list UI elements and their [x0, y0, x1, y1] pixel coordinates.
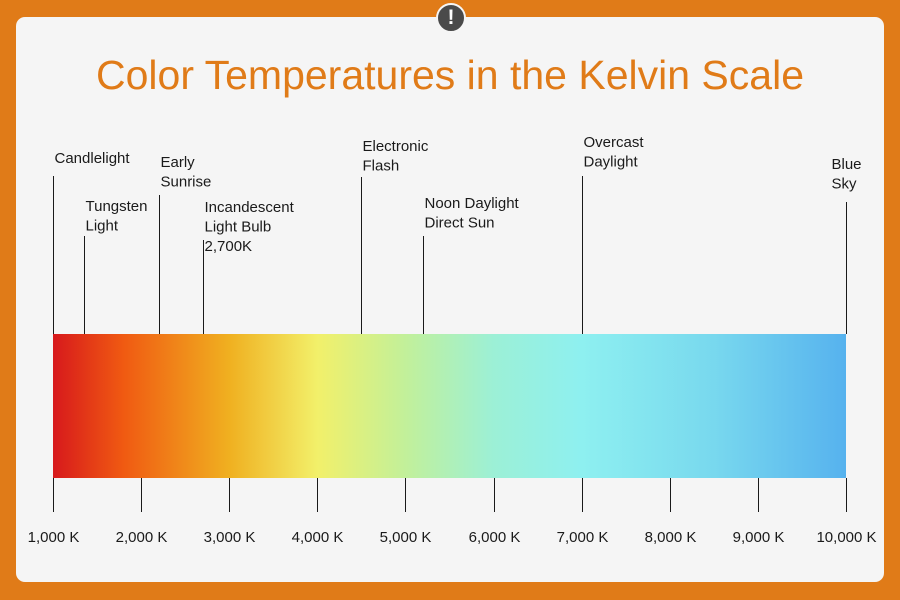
tick-label: 9,000 K: [733, 529, 785, 546]
tick-label: 8,000 K: [645, 529, 697, 546]
color-temperature-bar: [53, 334, 846, 478]
source-label: Blue Sky: [832, 156, 862, 193]
tick-label: 2,000 K: [116, 529, 168, 546]
tick-label: 10,000 K: [816, 529, 876, 546]
tick-label: 4,000 K: [292, 529, 344, 546]
source-label: Early Sunrise: [161, 154, 212, 191]
tick-label: 1,000 K: [28, 529, 80, 546]
tick-label: 6,000 K: [469, 529, 521, 546]
source-label: Electronic Flash: [363, 138, 429, 175]
page-title: Color Temperatures in the Kelvin Scale: [96, 52, 804, 98]
source-label: Tungsten Light: [86, 198, 148, 235]
card-panel: [16, 17, 884, 582]
tick-label: 7,000 K: [557, 529, 609, 546]
source-label: Noon Daylight Direct Sun: [425, 195, 520, 232]
tick-label: 5,000 K: [380, 529, 432, 546]
source-label: Incandescent Light Bulb 2,700K: [205, 199, 295, 255]
tick-label: 3,000 K: [204, 529, 256, 546]
source-label: Overcast Daylight: [584, 134, 645, 171]
source-label: Candlelight: [55, 150, 131, 167]
alert-icon[interactable]: !: [436, 3, 466, 33]
